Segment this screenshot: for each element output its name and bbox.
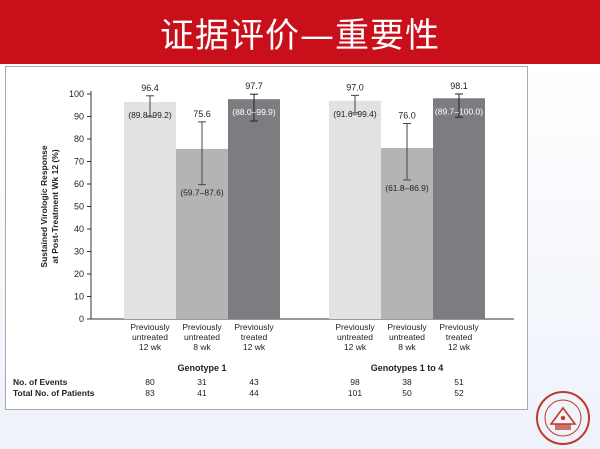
- data-label-ci: (88.0–99.9): [232, 107, 276, 117]
- y-tick-label: 40: [74, 224, 84, 234]
- data-label-value: 97.0: [346, 82, 364, 92]
- events-count: 98: [350, 377, 360, 387]
- x-tick-label: Previously: [439, 322, 479, 332]
- patients-count: 101: [348, 388, 362, 398]
- events-count: 38: [402, 377, 412, 387]
- data-label-ci: (91.6–99.4): [333, 109, 377, 119]
- data-label-ci: (59.7–87.6): [180, 188, 224, 198]
- x-tick-label: untreated: [132, 332, 168, 342]
- x-tick-label: 8 wk: [398, 342, 416, 352]
- y-tick-label: 0: [79, 314, 84, 324]
- x-tick-label: treated: [446, 332, 473, 342]
- data-label-value: 75.6: [193, 109, 211, 119]
- y-axis-title-line2: at Post-Treatment Wk 12 (%): [50, 149, 60, 263]
- events-count: 51: [454, 377, 464, 387]
- patients-count: 83: [145, 388, 155, 398]
- y-tick-label: 80: [74, 134, 84, 144]
- data-label-ci: (61.8–86.9): [385, 183, 429, 193]
- x-tick-label: Previously: [234, 322, 274, 332]
- title-bar: 证据评价—重要性: [0, 0, 600, 64]
- data-label-value: 96.4: [141, 83, 159, 93]
- x-tick-label: Previously: [130, 322, 170, 332]
- data-label-value: 97.7: [245, 81, 263, 91]
- bar: [228, 99, 280, 319]
- group-label: Genotype 1: [177, 363, 226, 373]
- x-tick-label: 12 wk: [344, 342, 367, 352]
- y-tick-label: 90: [74, 112, 84, 122]
- patients-count: 50: [402, 388, 412, 398]
- x-tick-label: untreated: [389, 332, 425, 342]
- bar: [433, 98, 485, 320]
- patients-row-label: Total No. of Patients: [13, 388, 95, 398]
- x-tick-label: Previously: [387, 322, 427, 332]
- patients-count: 44: [249, 388, 259, 398]
- x-tick-label: Previously: [335, 322, 375, 332]
- data-label-value: 98.1: [450, 81, 468, 91]
- y-tick-label: 100: [69, 89, 84, 99]
- bar-chart: 0 10 20 30 40 50 60 70 80 90 100 Sustained Virologi…: [13, 81, 514, 398]
- x-tick-label: treated: [241, 332, 268, 342]
- data-label-ci: (89.8–99.2): [128, 110, 172, 120]
- data-label-value: 76.0: [398, 110, 416, 120]
- chart-frame: 0 10 20 30 40 50 60 70 80 90 100 Sustained Virologi…: [5, 66, 528, 410]
- x-tick-label: Previously: [182, 322, 222, 332]
- university-seal-icon: [536, 391, 590, 445]
- patients-count: 52: [454, 388, 464, 398]
- y-tick-label: 70: [74, 157, 84, 167]
- x-tick-label: untreated: [337, 332, 373, 342]
- group-label: Genotypes 1 to 4: [371, 363, 444, 373]
- events-count: 43: [249, 377, 259, 387]
- y-tick-label: 50: [74, 202, 84, 212]
- events-count: 31: [197, 377, 207, 387]
- patients-count: 41: [197, 388, 207, 398]
- bar: [124, 102, 176, 319]
- y-tick-label: 10: [74, 292, 84, 302]
- y-axis-title-line1: Sustained Virologic Response: [39, 145, 49, 267]
- data-label-ci: (89.7–100.0): [435, 106, 483, 116]
- bar: [329, 100, 381, 319]
- x-tick-label: 12 wk: [448, 342, 471, 352]
- x-tick-label: 12 wk: [243, 342, 266, 352]
- events-row-label: No. of Events: [13, 377, 68, 387]
- x-tick-label: 8 wk: [193, 342, 211, 352]
- y-tick-label: 30: [74, 247, 84, 257]
- events-count: 80: [145, 377, 155, 387]
- x-tick-label: untreated: [184, 332, 220, 342]
- x-tick-label: 12 wk: [139, 342, 162, 352]
- slide-title: 证据评价—重要性: [160, 15, 440, 56]
- y-tick-label: 60: [74, 179, 84, 189]
- y-tick-label: 20: [74, 269, 84, 279]
